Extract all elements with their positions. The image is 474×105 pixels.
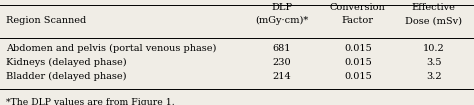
Text: 10.2: 10.2 [423,44,445,53]
Text: 681: 681 [273,44,292,53]
Text: 3.2: 3.2 [426,72,441,81]
Text: 214: 214 [273,72,292,81]
Text: *The DLP values are from Figure 1.: *The DLP values are from Figure 1. [6,98,174,105]
Text: DLP: DLP [272,3,292,12]
Text: 0.015: 0.015 [344,44,372,53]
Text: Region Scanned: Region Scanned [6,16,86,25]
Text: Kidneys (delayed phase): Kidneys (delayed phase) [6,58,126,67]
Text: (mGy·cm)*: (mGy·cm)* [255,16,309,25]
Text: 0.015: 0.015 [344,72,372,81]
Text: 0.015: 0.015 [344,58,372,67]
Text: Conversion: Conversion [330,3,386,12]
Text: Bladder (delayed phase): Bladder (delayed phase) [6,72,126,81]
Text: Factor: Factor [342,16,374,25]
Text: Dose (mSv): Dose (mSv) [405,16,462,25]
Text: 230: 230 [273,58,292,67]
Text: 3.5: 3.5 [426,58,441,67]
Text: Effective: Effective [412,3,456,12]
Text: Abdomen and pelvis (portal venous phase): Abdomen and pelvis (portal venous phase) [6,44,216,53]
